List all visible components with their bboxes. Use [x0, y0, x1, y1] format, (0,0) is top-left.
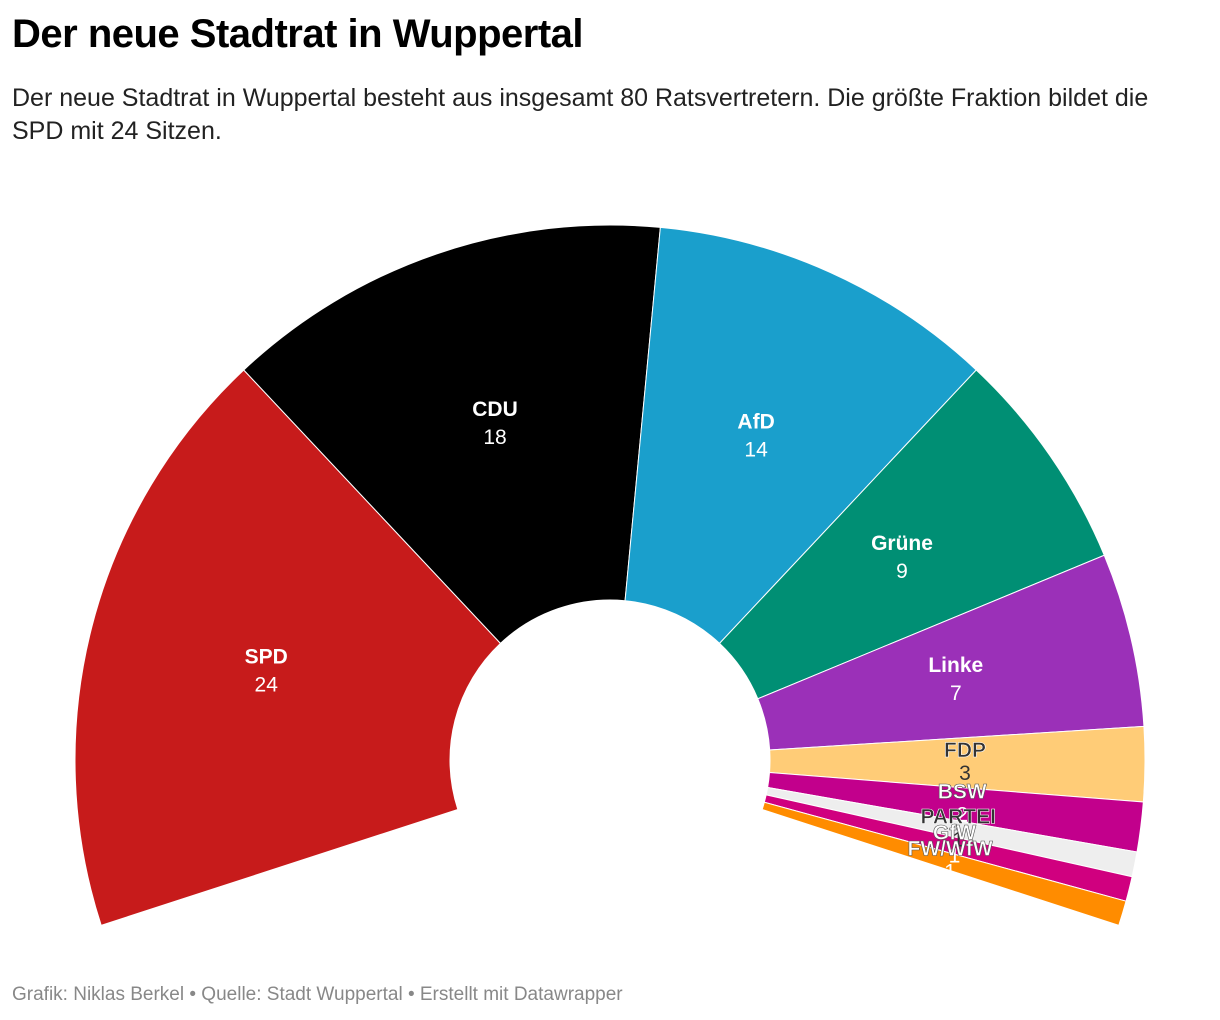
- slice-spd: [74, 369, 502, 926]
- slice-cdu: [243, 224, 661, 645]
- chart-slices: [74, 224, 1146, 926]
- value-fw-wfw: 1: [944, 861, 956, 884]
- value-cdu: 18: [483, 426, 506, 449]
- value-bsw: 2: [956, 804, 968, 827]
- chart-footer: Grafik: Niklas Berkel • Quelle: Stadt Wu…: [12, 984, 623, 1005]
- value-afd: 14: [744, 439, 768, 462]
- slice-gruene: [718, 369, 1105, 700]
- value-spd: 24: [255, 674, 279, 697]
- value-linke: 7: [950, 682, 962, 705]
- label-gfw: GfW: [933, 822, 976, 845]
- chart-labels: SPD 24 CDU 18 AfD 14 Grüne 9 Linke 7 FDP3BSW2PARTE…: [245, 398, 997, 884]
- chart-subtitle: Der neue Stadtrat in Wuppertal besteht a…: [12, 84, 1149, 145]
- label-fw-wfw: FW/WfW: [908, 838, 993, 861]
- value-gruene: 9: [896, 560, 908, 583]
- chart-title: Der neue Stadtrat in Wuppertal: [12, 12, 584, 56]
- slice-fw-wfw: [761, 801, 1127, 926]
- value-fdp: 3: [959, 762, 971, 785]
- value-gfw: 1: [949, 845, 961, 868]
- slice-afd: [624, 226, 977, 645]
- label-spd: SPD: [245, 646, 288, 669]
- label-linke: Linke: [928, 654, 983, 677]
- label-bsw: BSW: [938, 781, 987, 804]
- value-partei: 1: [952, 828, 964, 851]
- label-fdp: FDP: [944, 739, 986, 762]
- label-afd: AfD: [737, 411, 774, 434]
- label-cdu: CDU: [472, 398, 518, 421]
- label-partei: PARTEI: [920, 805, 995, 828]
- label-gruene: Grüne: [871, 532, 933, 555]
